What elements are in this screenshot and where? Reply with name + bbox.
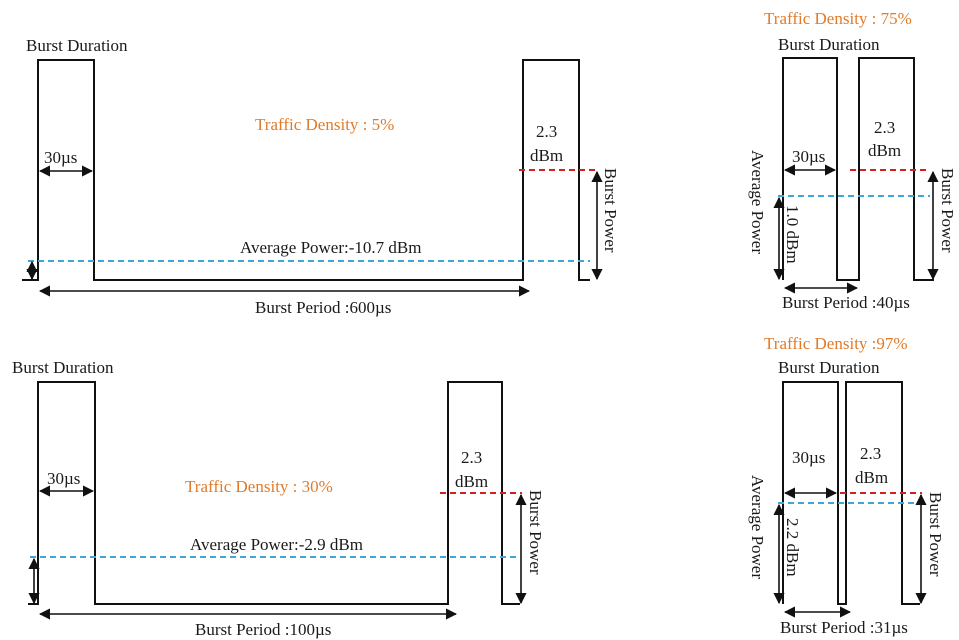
- peak-power-unit: dBm: [868, 141, 901, 160]
- burst-period-label: Burst Period :40µs: [782, 293, 910, 312]
- burst-power-label: Burst Power: [526, 490, 545, 575]
- peak-power-unit: dBm: [530, 146, 563, 165]
- burst-duration-label: Burst Duration: [778, 35, 880, 54]
- traffic-density-label: Traffic Density : 75%: [764, 9, 912, 28]
- average-power-value: 2.2 dBm: [783, 518, 802, 577]
- peak-power-value: 2.3: [536, 122, 557, 141]
- burst-power-label: Burst Power: [938, 168, 957, 253]
- average-power-label: Average Power: [748, 150, 767, 254]
- burst-duration-value: 30µs: [792, 448, 825, 467]
- peak-power-value: 2.3: [874, 118, 895, 137]
- burst-period-label: Burst Period :600µs: [255, 298, 391, 317]
- burst-waveform: [782, 57, 934, 281]
- panel-traffic-density-97: Traffic Density :97% Burst Duration 30µs…: [748, 334, 945, 637]
- burst-duration-value: 30µs: [44, 148, 77, 167]
- burst-power-label: Burst Power: [926, 492, 945, 577]
- traffic-density-label: Traffic Density :97%: [764, 334, 908, 353]
- burst-period-label: Burst Period :100µs: [195, 620, 331, 639]
- average-power-label: Average Power: [748, 475, 767, 579]
- burst-duration-label: Burst Duration: [12, 358, 114, 377]
- burst-duration-value: 30µs: [47, 469, 80, 488]
- panel-traffic-density-75: Traffic Density : 75% Burst Duration 30µ…: [748, 9, 957, 312]
- average-power-label: Average Power:-2.9 dBm: [190, 535, 363, 554]
- burst-duration-value: 30µs: [792, 147, 825, 166]
- burst-duration-label: Burst Duration: [778, 358, 880, 377]
- burst-duration-label: Burst Duration: [26, 36, 128, 55]
- peak-power-unit: dBm: [455, 472, 488, 491]
- peak-power-value: 2.3: [461, 448, 482, 467]
- panel-traffic-density-30: Burst Duration 30µs Traffic Density : 30…: [12, 358, 545, 639]
- traffic-density-label: Traffic Density : 5%: [255, 115, 394, 134]
- burst-period-label: Burst Period :31µs: [780, 618, 908, 637]
- average-power-label: Average Power:-10.7 dBm: [240, 238, 421, 257]
- peak-power-unit: dBm: [855, 468, 888, 487]
- panel-traffic-density-5: Burst Duration 30µs Traffic Density : 5%…: [22, 36, 620, 317]
- burst-power-label: Burst Power: [601, 168, 620, 253]
- traffic-density-label: Traffic Density : 30%: [185, 477, 333, 496]
- burst-waveform: [782, 381, 920, 605]
- average-power-value: 1.0 dBm: [783, 205, 802, 264]
- peak-power-value: 2.3: [860, 444, 881, 463]
